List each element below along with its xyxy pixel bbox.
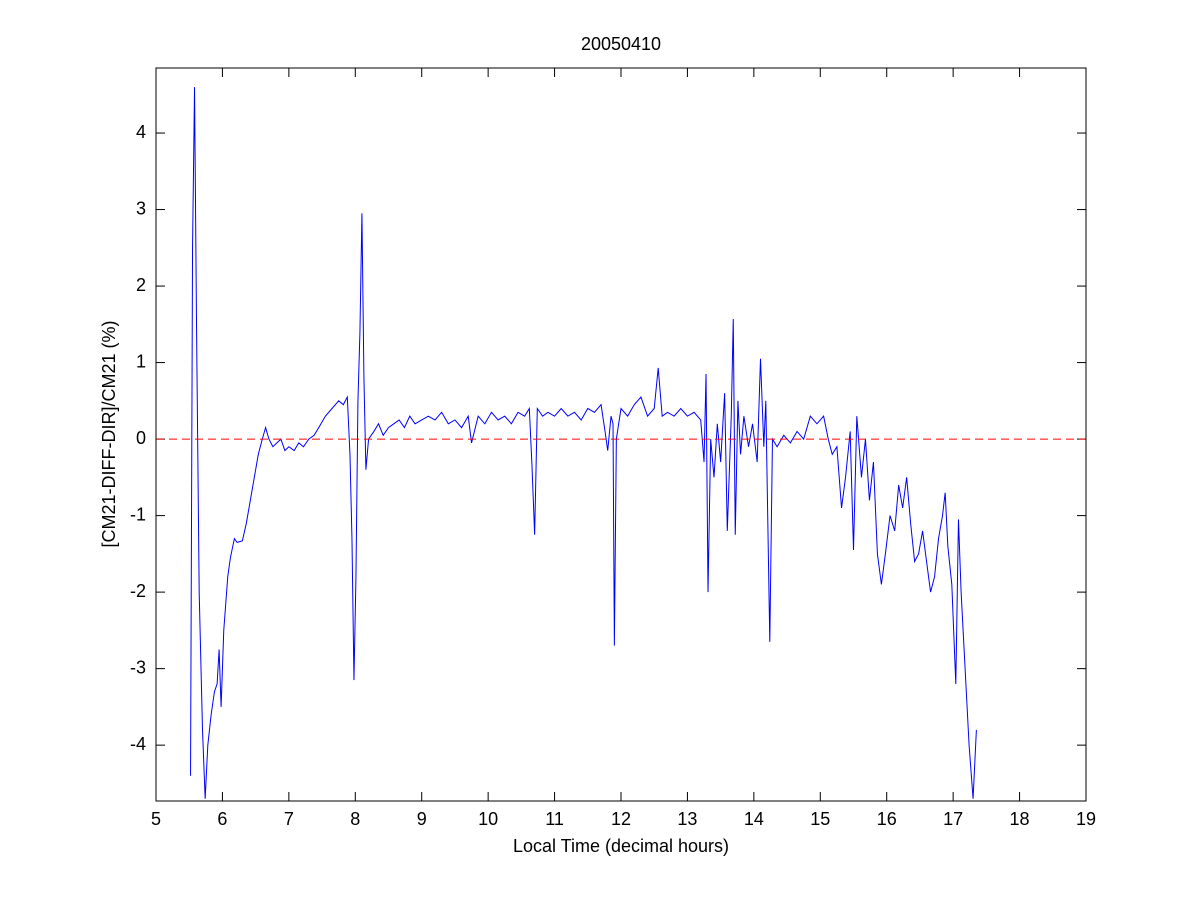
x-tick-label: 8 bbox=[350, 809, 360, 829]
x-tick-label: 7 bbox=[284, 809, 294, 829]
x-tick-label: 9 bbox=[417, 809, 427, 829]
plot-frame bbox=[155, 67, 1087, 802]
y-tick-label: 4 bbox=[136, 122, 146, 142]
x-tick-label: 15 bbox=[810, 809, 830, 829]
x-tick-label: 19 bbox=[1076, 809, 1096, 829]
y-tick-label: -2 bbox=[130, 581, 146, 601]
y-tick-label: -3 bbox=[130, 657, 146, 677]
x-tick-label: 17 bbox=[943, 809, 963, 829]
x-tick-label: 13 bbox=[677, 809, 697, 829]
x-tick-label: 14 bbox=[744, 809, 764, 829]
x-tick-label: 18 bbox=[1010, 809, 1030, 829]
y-tick-label: 3 bbox=[136, 198, 146, 218]
y-tick-label: -1 bbox=[130, 504, 146, 524]
x-tick-label: 16 bbox=[877, 809, 897, 829]
x-axis-label: Local Time (decimal hours) bbox=[513, 836, 729, 856]
y-tick-label: 2 bbox=[136, 275, 146, 295]
data-line bbox=[190, 87, 977, 799]
y-axis-label: [CM21-DIFF-DIR]/CM21 (%) bbox=[99, 320, 119, 547]
x-tick-label: 12 bbox=[611, 809, 631, 829]
x-tick-label: 10 bbox=[478, 809, 498, 829]
x-tick-label: 5 bbox=[151, 809, 161, 829]
y-tick-label: 1 bbox=[136, 351, 146, 371]
chart-title: 20050410 bbox=[581, 34, 661, 54]
y-tick-label: -4 bbox=[130, 734, 146, 754]
x-tick-label: 11 bbox=[545, 809, 564, 829]
y-tick-label: 0 bbox=[136, 428, 146, 448]
x-tick-label: 6 bbox=[217, 809, 227, 829]
